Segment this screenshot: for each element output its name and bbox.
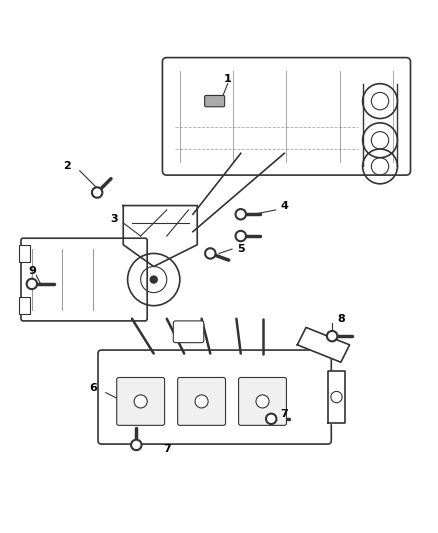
Text: 4: 4 [280, 200, 288, 211]
Polygon shape [297, 327, 350, 362]
FancyBboxPatch shape [117, 377, 165, 425]
Circle shape [266, 414, 276, 424]
FancyBboxPatch shape [173, 321, 204, 343]
FancyBboxPatch shape [98, 350, 331, 444]
Text: 2: 2 [63, 161, 71, 172]
Circle shape [27, 279, 37, 289]
Text: 7: 7 [280, 409, 288, 419]
Circle shape [195, 395, 208, 408]
Circle shape [134, 395, 147, 408]
FancyBboxPatch shape [178, 377, 226, 425]
FancyBboxPatch shape [21, 238, 147, 321]
FancyBboxPatch shape [205, 95, 225, 107]
Circle shape [331, 391, 342, 403]
Circle shape [131, 440, 141, 450]
Circle shape [92, 187, 102, 198]
FancyBboxPatch shape [162, 58, 410, 175]
Bar [19, 297, 30, 314]
Text: 6: 6 [89, 383, 97, 393]
Polygon shape [123, 206, 197, 266]
Circle shape [205, 248, 215, 259]
Circle shape [150, 276, 157, 283]
Polygon shape [328, 371, 345, 423]
Text: 3: 3 [111, 214, 118, 224]
Text: 5: 5 [237, 244, 244, 254]
Bar [19, 245, 30, 262]
FancyBboxPatch shape [239, 377, 286, 425]
Text: 9: 9 [28, 266, 36, 276]
Circle shape [256, 395, 269, 408]
Text: 1: 1 [224, 75, 232, 84]
Text: 8: 8 [337, 314, 345, 324]
Text: 7: 7 [163, 445, 171, 454]
Circle shape [236, 209, 246, 220]
Circle shape [327, 331, 337, 341]
Circle shape [236, 231, 246, 241]
